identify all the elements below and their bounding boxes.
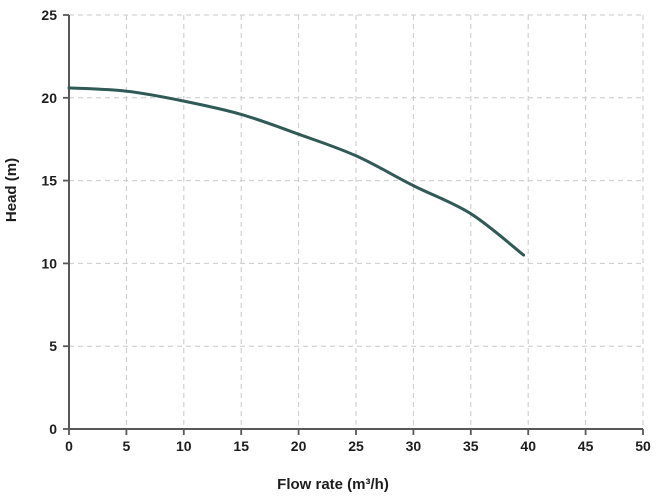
x-tick-label: 30 [406, 438, 422, 454]
x-tick-label: 50 [635, 438, 651, 454]
y-tick-label: 0 [49, 421, 57, 437]
series [67, 86, 526, 257]
x-axis-title: Flow rate (m³/h) [277, 476, 389, 493]
x-tick-label: 15 [233, 438, 249, 454]
y-tick-label: 15 [41, 173, 57, 189]
x-tick-label: 20 [291, 438, 307, 454]
pump-head-curve [67, 86, 526, 257]
x-tick-label: 10 [176, 438, 192, 454]
gridlines [69, 14, 644, 429]
x-tick-label: 0 [65, 438, 73, 454]
x-tick-label: 45 [578, 438, 594, 454]
x-tick-label: 5 [123, 438, 131, 454]
tick-marks [63, 14, 644, 435]
y-tick-label: 10 [41, 255, 57, 271]
y-tick-label: 20 [41, 90, 57, 106]
y-tick-label: 25 [41, 7, 57, 23]
y-axis-title: Head (m) [3, 158, 20, 222]
tick-labels: 0 5 10 15 20 25 30 35 40 45 50 0 5 10 15 20 25 [41, 7, 651, 454]
x-tick-label: 25 [348, 438, 364, 454]
x-tick-label: 40 [520, 438, 536, 454]
y-tick-label: 5 [49, 338, 57, 354]
x-tick-label: 35 [463, 438, 479, 454]
